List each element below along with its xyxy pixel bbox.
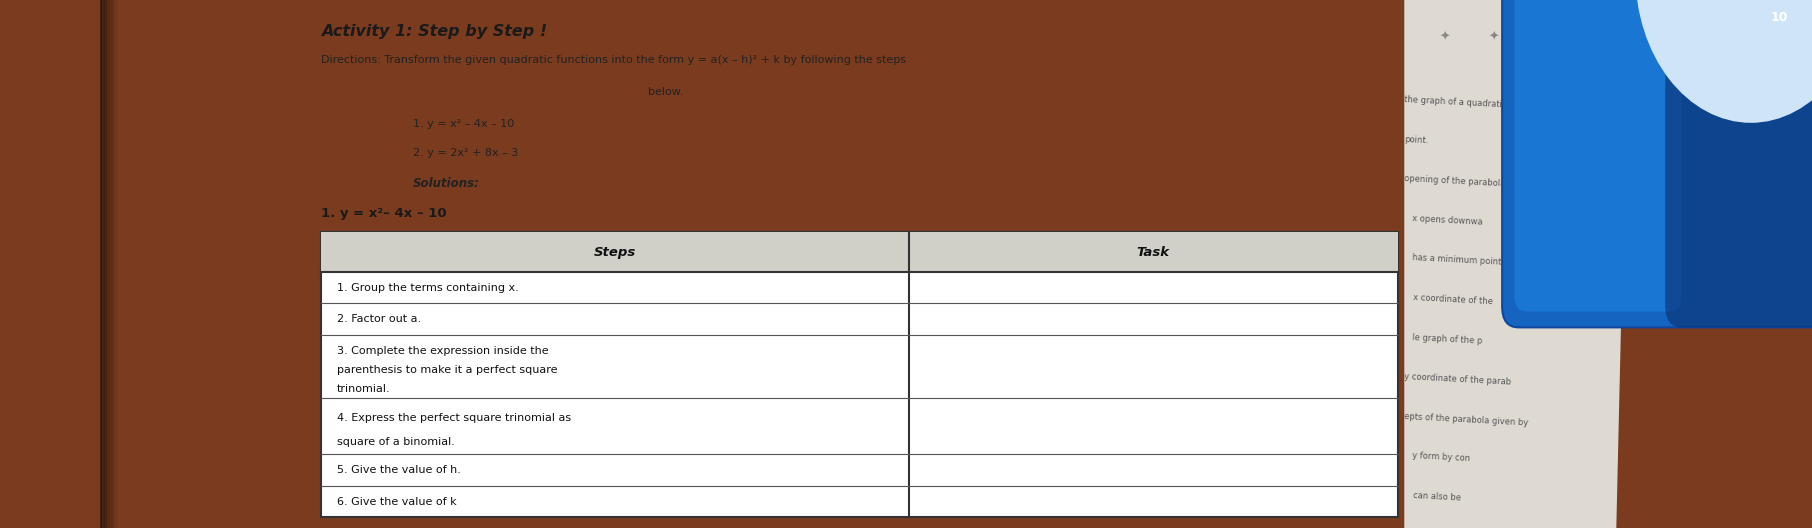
Text: can also be: can also be [1413,491,1460,503]
Bar [321,232,1397,517]
Text: x opens downwa: x opens downwa [1413,214,1484,227]
Text: the graph of a quadratic fu: the graph of a quadratic fu [1404,95,1518,110]
Text: point.: point. [1404,135,1430,145]
Text: Solutions:: Solutions: [413,177,480,190]
Text: epts of the parabola given by: epts of the parabola given by [1404,412,1529,427]
Text: 1. y = x² – 4x – 10: 1. y = x² – 4x – 10 [413,119,515,129]
Text: 5. Give the value of h.: 5. Give the value of h. [337,465,460,475]
Text: 6. Give the value of k: 6. Give the value of k [337,497,457,507]
FancyBboxPatch shape [1665,0,1812,327]
Polygon shape [1404,0,1629,528]
Text: 4. Express the perfect square trinomial as: 4. Express the perfect square trinomial … [337,412,571,422]
Text: 1. y = x²– 4x – 10: 1. y = x²– 4x – 10 [321,207,448,220]
Bar [103,0,111,528]
Text: le graph of the p: le graph of the p [1413,333,1482,345]
Text: opening of the parabola – is: opening of the parabola – is [1404,174,1522,190]
Text: Activity 1: Step by Step !: Activity 1: Step by Step ! [321,24,547,39]
Bar [111,0,118,528]
FancyBboxPatch shape [1502,0,1812,327]
Bar [321,232,1397,272]
Bar [101,0,107,528]
Bar [109,0,116,528]
Text: trinomial.: trinomial. [337,384,391,394]
Text: has a minimum point whe: has a minimum point whe [1413,253,1522,268]
Bar [92,0,100,528]
Text: ✦: ✦ [1489,31,1499,43]
Text: Directions: Transform the given quadratic functions into the form y = a(x – h)² : Directions: Transform the given quadrati… [321,55,906,65]
Text: y coordinate of the parab: y coordinate of the parab [1404,372,1511,387]
Text: 2. Factor out a.: 2. Factor out a. [337,314,420,324]
Text: Task: Task [1136,246,1171,259]
Text: parenthesis to make it a perfect square: parenthesis to make it a perfect square [337,365,558,375]
Text: y form by con: y form by con [1413,451,1471,464]
Text: 2. y = 2x² + 8x – 3: 2. y = 2x² + 8x – 3 [413,148,518,158]
Text: 3. Complete the expression inside the: 3. Complete the expression inside the [337,346,549,356]
Bar [96,0,101,528]
Text: below.: below. [647,87,683,97]
Text: 1. Group the terms containing x.: 1. Group the terms containing x. [337,282,518,293]
Bar [107,0,112,528]
Bar [98,0,105,528]
Text: square of a binomial.: square of a binomial. [337,437,455,447]
Text: x coordinate of the: x coordinate of the [1413,293,1493,306]
Text: 10: 10 [1770,11,1788,24]
Circle shape [1636,0,1812,121]
Text: Steps: Steps [594,246,636,259]
FancyBboxPatch shape [1515,0,1682,312]
Text: ✦: ✦ [1441,31,1450,43]
